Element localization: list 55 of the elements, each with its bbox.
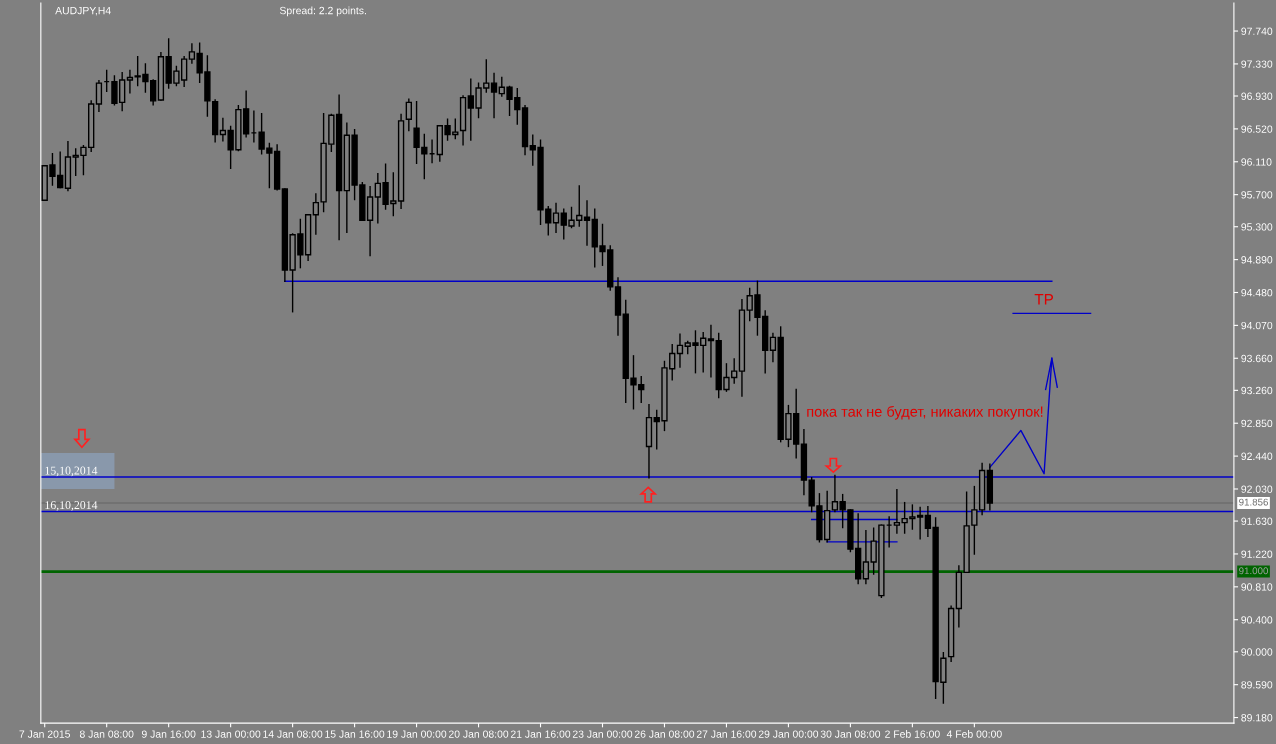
x-tick-label: 13 Jan 00:00 <box>201 730 261 738</box>
y-tick-label: 93.660 <box>1241 354 1273 363</box>
x-tick-label: 15 Jan 16:00 <box>325 730 385 738</box>
y-tick-label: 91.630 <box>1241 517 1273 525</box>
y-tick-label: 89.590 <box>1241 681 1273 689</box>
x-tick-label: 20 Jan 08:00 <box>448 730 509 738</box>
y-tick-label: 94.890 <box>1241 256 1273 264</box>
candlestick <box>552 202 560 234</box>
y-tick-label: 90.000 <box>1241 648 1273 656</box>
y-tick-label: 92.030 <box>1241 485 1273 493</box>
candlestick <box>490 72 498 119</box>
x-tick-label: 30 Jan 08:00 <box>820 730 881 738</box>
y-tick-label: 97.330 <box>1241 60 1273 68</box>
x-tick-label: 29 Jan 00:00 <box>758 730 819 738</box>
x-tick-label: 7 Jan 2015 <box>19 730 71 738</box>
ref-line-label: 91.856 <box>1239 498 1268 506</box>
chart-title: AUDJPY,H4 <box>55 6 111 16</box>
y-tick-label: 95.700 <box>1241 191 1273 199</box>
x-tick-label: 4 Feb 00:00 <box>946 730 1002 738</box>
ref-line-label: 16,10,2014 <box>45 501 98 511</box>
x-tick-label: 14 Jan 08:00 <box>263 730 323 738</box>
y-tick-label: 96.110 <box>1241 158 1272 166</box>
candlestick <box>126 69 134 94</box>
y-tick-label: 89.180 <box>1241 714 1273 722</box>
candlestick <box>95 80 103 112</box>
candlestick <box>583 200 591 246</box>
x-tick-label: 2 Feb 16:00 <box>885 730 940 738</box>
y-tick-label: 97.740 <box>1241 27 1273 35</box>
y-tick-label: 93.260 <box>1241 386 1273 395</box>
y-tick-label: 95.300 <box>1241 223 1273 231</box>
y-tick-label: 90.810 <box>1241 583 1273 591</box>
y-tick-label: 92.850 <box>1241 419 1273 428</box>
candlestick <box>676 333 684 368</box>
y-tick-label: 94.480 <box>1241 289 1273 297</box>
x-tick-label: 26 Jan 08:00 <box>634 730 695 738</box>
y-tick-label: 92.440 <box>1241 452 1273 460</box>
annotation: пока так не будет, никаких покупок! <box>807 405 1043 420</box>
candlestick <box>707 324 715 378</box>
y-tick-label: 94.070 <box>1241 321 1273 330</box>
x-tick-label: 19 Jan 00:00 <box>387 730 447 738</box>
ref-line-label: 91.000 <box>1239 567 1269 575</box>
y-tick-label: 96.520 <box>1241 125 1273 133</box>
x-tick-label: 9 Jan 16:00 <box>141 730 196 738</box>
x-tick-label: 23 Jan 00:00 <box>572 730 633 738</box>
annotation: Spread: 2.2 points. <box>279 6 366 17</box>
x-tick-label: 21 Jan 16:00 <box>510 730 571 738</box>
y-tick-label: 90.400 <box>1241 616 1273 624</box>
candlestick <box>405 98 412 132</box>
x-tick-label: 27 Jan 16:00 <box>696 730 757 738</box>
y-tick-label: 96.930 <box>1241 92 1273 100</box>
x-tick-label: 8 Jan 08:00 <box>79 730 134 738</box>
y-tick-label: 91.220 <box>1241 550 1273 558</box>
candlestick <box>769 332 777 363</box>
annotation: TP <box>1034 294 1054 305</box>
ref-line-label: 15,10,2014 <box>45 466 98 477</box>
